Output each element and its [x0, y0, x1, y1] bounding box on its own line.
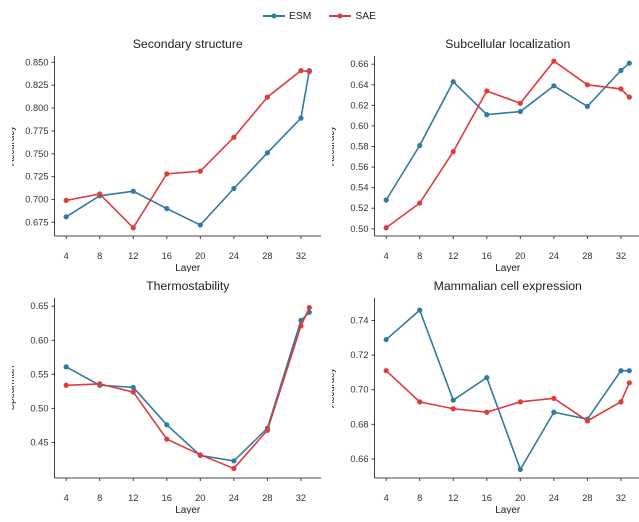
- svg-text:12: 12: [448, 251, 458, 261]
- svg-text:16: 16: [162, 251, 172, 261]
- svg-text:Layer: Layer: [495, 263, 521, 272]
- svg-text:0.55: 0.55: [30, 369, 48, 379]
- svg-text:0.725: 0.725: [25, 172, 48, 182]
- svg-text:Accuracy: Accuracy: [332, 368, 337, 408]
- svg-text:0.60: 0.60: [30, 335, 48, 345]
- svg-text:0.72: 0.72: [350, 350, 368, 360]
- svg-text:28: 28: [582, 251, 592, 261]
- svg-text:4: 4: [64, 493, 69, 503]
- svg-text:0.50: 0.50: [350, 224, 368, 234]
- svg-text:20: 20: [515, 251, 525, 261]
- svg-text:0.775: 0.775: [25, 126, 48, 136]
- svg-text:0.64: 0.64: [350, 80, 368, 90]
- svg-text:8: 8: [97, 493, 102, 503]
- svg-text:Layer: Layer: [175, 263, 201, 272]
- svg-text:28: 28: [262, 493, 272, 503]
- svg-text:24: 24: [229, 493, 239, 503]
- svg-text:Accuracy: Accuracy: [12, 126, 17, 166]
- svg-text:0.62: 0.62: [350, 100, 368, 110]
- svg-text:Mammalian cell expression: Mammalian cell expression: [434, 279, 582, 293]
- svg-text:0.750: 0.750: [25, 149, 48, 159]
- svg-text:12: 12: [128, 493, 138, 503]
- svg-text:0.52: 0.52: [350, 203, 368, 213]
- svg-text:4: 4: [384, 493, 389, 503]
- svg-text:0.825: 0.825: [25, 80, 48, 90]
- svg-text:Secondary structure: Secondary structure: [133, 37, 243, 51]
- svg-text:0.60: 0.60: [350, 121, 368, 131]
- svg-text:0.58: 0.58: [350, 142, 368, 152]
- svg-text:0.54: 0.54: [350, 183, 368, 193]
- svg-text:8: 8: [97, 251, 102, 261]
- svg-text:0.56: 0.56: [350, 162, 368, 172]
- svg-text:0.74: 0.74: [350, 316, 368, 326]
- svg-text:4: 4: [64, 251, 69, 261]
- svg-text:Spearman: Spearman: [12, 366, 17, 411]
- svg-text:0.66: 0.66: [350, 454, 368, 464]
- svg-text:0.45: 0.45: [30, 438, 48, 448]
- svg-text:28: 28: [262, 251, 272, 261]
- svg-text:0.50: 0.50: [30, 403, 48, 413]
- svg-text:Layer: Layer: [175, 505, 201, 514]
- svg-text:24: 24: [229, 251, 239, 261]
- svg-text:8: 8: [417, 493, 422, 503]
- svg-text:0.68: 0.68: [350, 419, 368, 429]
- svg-text:Accuracy: Accuracy: [332, 126, 337, 166]
- svg-text:20: 20: [195, 251, 205, 261]
- svg-text:32: 32: [616, 251, 626, 261]
- svg-text:24: 24: [549, 251, 559, 261]
- svg-text:24: 24: [549, 493, 559, 503]
- svg-text:4: 4: [384, 251, 389, 261]
- svg-text:0.800: 0.800: [25, 103, 48, 113]
- svg-text:16: 16: [482, 493, 492, 503]
- svg-text:12: 12: [448, 493, 458, 503]
- svg-text:32: 32: [296, 251, 306, 261]
- svg-text:32: 32: [296, 493, 306, 503]
- svg-text:0.850: 0.850: [25, 57, 48, 67]
- svg-text:0.675: 0.675: [25, 217, 48, 227]
- svg-text:16: 16: [482, 251, 492, 261]
- svg-text:12: 12: [128, 251, 138, 261]
- svg-text:Thermostability: Thermostability: [146, 279, 230, 293]
- svg-text:20: 20: [195, 493, 205, 503]
- svg-text:0.65: 0.65: [30, 301, 48, 311]
- svg-text:20: 20: [515, 493, 525, 503]
- svg-text:0.700: 0.700: [25, 194, 48, 204]
- svg-text:0.70: 0.70: [350, 385, 368, 395]
- svg-text:Layer: Layer: [495, 505, 521, 514]
- svg-text:0.66: 0.66: [350, 59, 368, 69]
- svg-text:8: 8: [417, 251, 422, 261]
- svg-text:Subcellular localization: Subcellular localization: [445, 37, 570, 51]
- svg-text:32: 32: [616, 493, 626, 503]
- svg-text:16: 16: [162, 493, 172, 503]
- svg-text:28: 28: [582, 493, 592, 503]
